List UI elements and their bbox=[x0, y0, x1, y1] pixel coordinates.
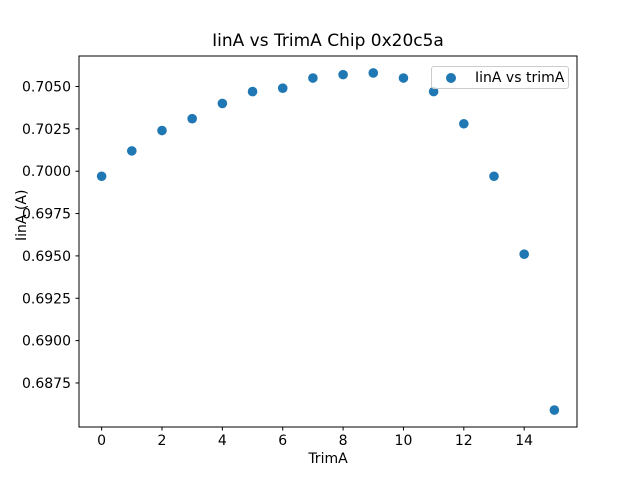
x-tick-label: 6 bbox=[278, 433, 287, 449]
data-point bbox=[247, 86, 258, 97]
data-point bbox=[428, 86, 439, 97]
data-point bbox=[398, 73, 409, 83]
legend: IinA vs trimA bbox=[431, 66, 569, 89]
data-point bbox=[96, 171, 107, 182]
x-axis-label: TrimA bbox=[308, 451, 348, 467]
data-point bbox=[308, 73, 318, 83]
data-point bbox=[549, 405, 560, 415]
data-point bbox=[338, 69, 348, 80]
legend-label: IinA vs trimA bbox=[475, 69, 565, 86]
x-tick-label: 12 bbox=[455, 433, 473, 449]
y-tick-label: 0.7000 bbox=[22, 164, 71, 180]
y-tick-label: 0.6975 bbox=[22, 207, 71, 223]
x-tick-label: 8 bbox=[339, 433, 348, 449]
chart-title: IinA vs TrimA Chip 0x20c5a bbox=[212, 31, 444, 51]
x-tick-label: 4 bbox=[218, 433, 227, 449]
data-point bbox=[187, 113, 197, 124]
x-tick-label: 14 bbox=[515, 433, 533, 449]
data-point bbox=[459, 118, 469, 129]
x-tick-label: 2 bbox=[158, 433, 167, 449]
data-point bbox=[368, 68, 379, 78]
x-tick-label: 0 bbox=[97, 433, 106, 449]
y-tick-label: 0.7025 bbox=[22, 122, 71, 138]
y-tick-label: 0.6875 bbox=[22, 376, 71, 392]
axes-frame bbox=[78, 55, 578, 428]
data-point bbox=[127, 146, 137, 156]
data-point bbox=[519, 249, 529, 260]
y-tick-label: 0.6950 bbox=[22, 249, 71, 265]
y-tick-label: 0.6925 bbox=[22, 291, 71, 307]
data-point bbox=[157, 125, 167, 136]
data-point bbox=[217, 98, 228, 109]
legend-marker-dot bbox=[446, 72, 456, 83]
x-tick-label: 10 bbox=[395, 433, 413, 449]
data-point bbox=[277, 83, 288, 93]
y-tick-label: 0.6900 bbox=[22, 334, 71, 350]
y-tick-label: 0.7050 bbox=[22, 79, 71, 95]
data-point bbox=[489, 171, 499, 182]
